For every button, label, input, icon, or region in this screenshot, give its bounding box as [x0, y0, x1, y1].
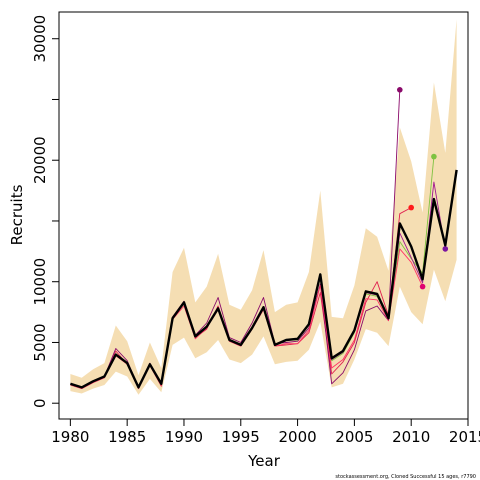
chart-caption: stockassessment.org, Cloned Successful 1…	[335, 474, 476, 480]
main-estimate-line	[70, 169, 458, 389]
x-tick-label: 1985	[108, 428, 146, 446]
retrospective-end-point-1	[408, 204, 415, 211]
y-tick-label: 10000	[31, 258, 49, 306]
x-tick-label: 2005	[335, 428, 373, 446]
y-tick-label: 0	[31, 398, 49, 408]
x-tick-label: 1995	[222, 428, 260, 446]
confidence-band	[70, 19, 457, 395]
retrospective-end-point-4	[419, 283, 426, 290]
x-axis: 1980 1985 1990 1995 2000 2005 2010 2015	[51, 418, 480, 446]
y-tick-label: 30000	[31, 15, 49, 63]
y-axis-title: Recruits	[8, 184, 26, 245]
y-axis: 0 5000 10000 20000 30000	[31, 15, 60, 408]
retrospective-end-point-5	[442, 246, 449, 252]
x-tick-label: 2015	[449, 428, 480, 446]
x-tick-label: 2000	[278, 428, 316, 446]
x-tick-label: 1990	[165, 428, 203, 446]
x-tick-label: 1980	[51, 428, 89, 446]
plot-area	[70, 19, 458, 395]
retrospective-line-2	[70, 89, 401, 388]
y-tick-label: 20000	[31, 136, 49, 184]
retrospective-end-point-2	[397, 87, 403, 93]
retrospective-end-point-3	[431, 153, 437, 160]
y-tick-label: 5000	[31, 323, 49, 361]
x-axis-title: Year	[247, 452, 281, 470]
x-tick-label: 2010	[392, 428, 430, 446]
